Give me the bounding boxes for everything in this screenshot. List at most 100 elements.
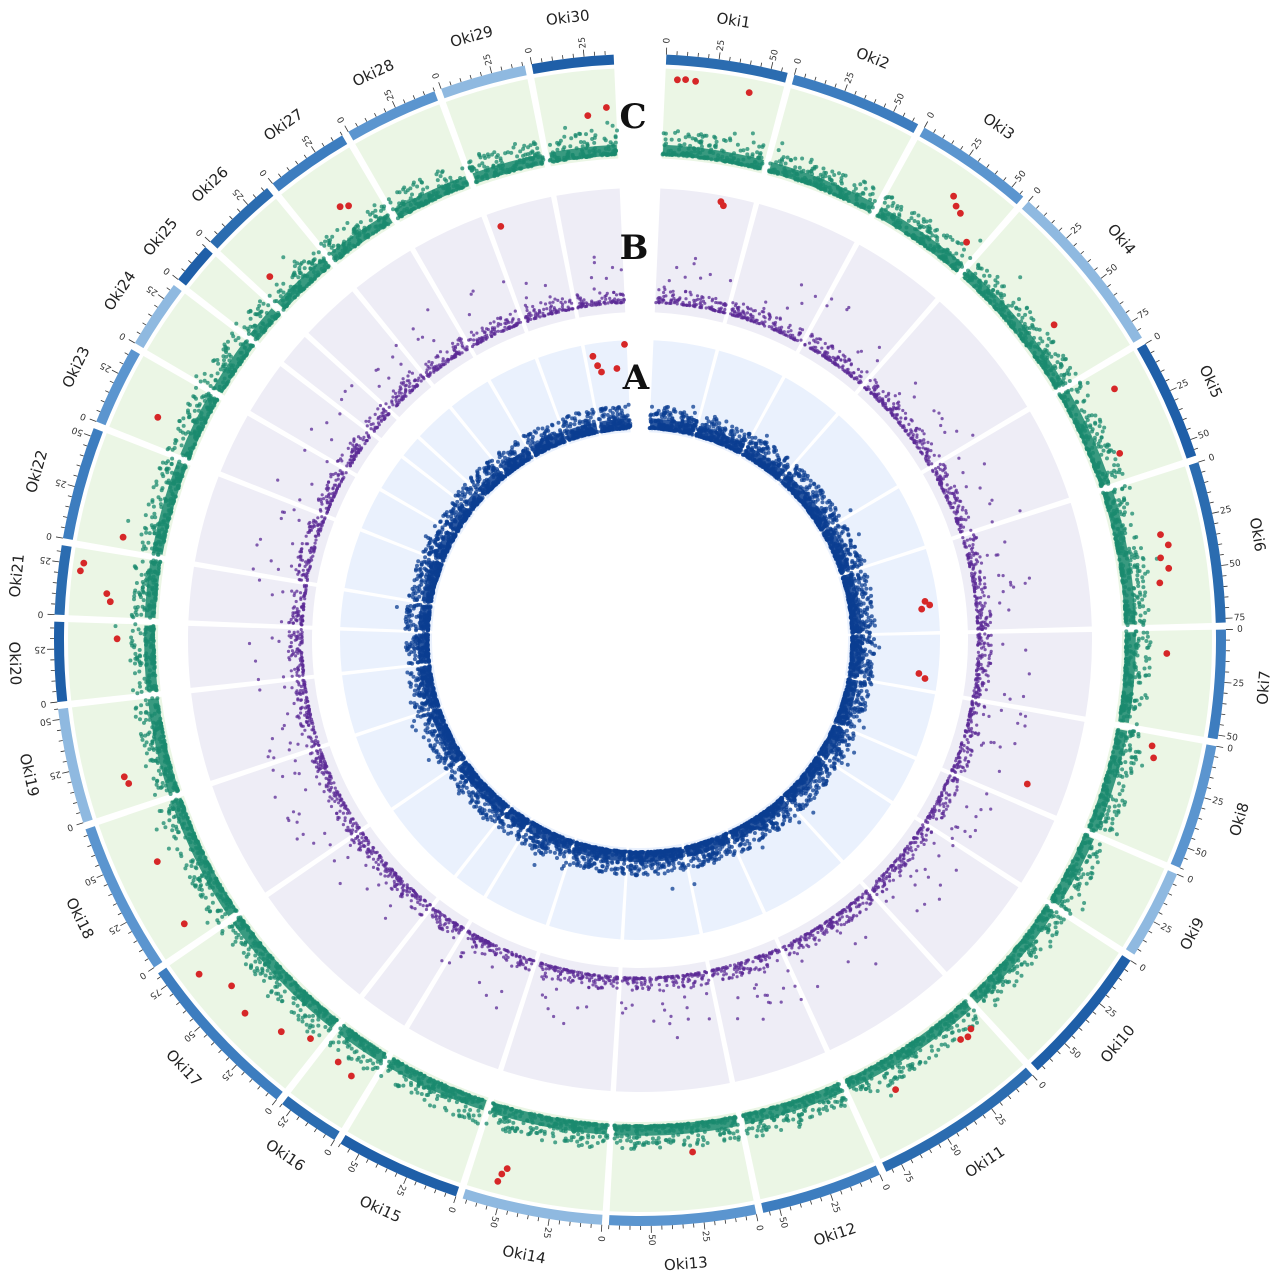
snp-point xyxy=(462,482,467,487)
snp-point xyxy=(686,863,691,867)
snp-point xyxy=(427,541,432,546)
snp-point xyxy=(440,527,445,532)
snp-point xyxy=(834,752,839,757)
snp-point xyxy=(737,434,742,439)
snp-point xyxy=(832,761,837,766)
snp-point xyxy=(807,485,812,490)
snp-point xyxy=(469,794,474,799)
snp-point xyxy=(415,563,419,568)
snp-point xyxy=(652,869,657,874)
snp-point xyxy=(853,550,857,555)
snp-point xyxy=(512,451,517,456)
snp-point xyxy=(497,825,501,830)
snp-point xyxy=(556,420,561,425)
snp-point xyxy=(846,547,851,552)
snp-point xyxy=(667,860,672,865)
snp-point xyxy=(760,827,765,832)
snp-point xyxy=(456,489,461,494)
snp-point xyxy=(841,754,846,759)
snp-point xyxy=(869,670,874,675)
snp-point xyxy=(571,861,576,866)
snp-point xyxy=(409,650,414,655)
snp-point xyxy=(858,681,863,686)
snp-point xyxy=(443,751,448,756)
snp-point xyxy=(603,868,608,873)
snp-point xyxy=(862,582,867,587)
snp-point xyxy=(729,429,734,434)
snp-point xyxy=(735,429,740,434)
snp-point xyxy=(680,861,685,866)
snp-point xyxy=(550,431,555,436)
snp-point xyxy=(403,617,408,622)
snp-point xyxy=(866,636,871,641)
snp-point xyxy=(860,613,864,618)
snp-point xyxy=(764,828,769,832)
snp-point xyxy=(475,796,480,801)
snp-point xyxy=(703,422,708,427)
snp-point xyxy=(823,765,828,769)
snp-point xyxy=(866,662,871,666)
snp-point xyxy=(423,728,428,733)
snp-point xyxy=(672,866,677,870)
point-cloud xyxy=(840,569,877,636)
snp-point xyxy=(858,569,863,574)
snp-point xyxy=(802,470,807,475)
snp-point xyxy=(540,426,545,431)
snp-point xyxy=(473,792,478,797)
snp-point xyxy=(748,439,753,444)
snp-point xyxy=(414,614,419,619)
snp-point xyxy=(677,861,682,866)
snp-point xyxy=(477,808,482,813)
snp-point xyxy=(477,466,482,471)
snp-point xyxy=(747,846,752,850)
snp-point xyxy=(530,440,534,445)
snp-point xyxy=(869,599,873,604)
snp-point xyxy=(692,882,697,887)
snp-point xyxy=(856,577,861,582)
snp-point xyxy=(863,610,868,615)
snp-point xyxy=(461,790,466,795)
snp-point xyxy=(867,677,871,682)
snp-point xyxy=(408,642,412,647)
snp-point xyxy=(662,865,667,869)
snp-point xyxy=(746,431,751,436)
snp-point xyxy=(717,421,722,426)
snp-point xyxy=(788,807,793,812)
snp-density-band xyxy=(649,418,696,436)
snp-point xyxy=(741,436,746,441)
snp-point xyxy=(407,593,412,598)
snp-point xyxy=(792,813,797,818)
snp-point xyxy=(536,840,541,844)
snp-point xyxy=(528,836,533,840)
snp-point xyxy=(823,782,828,787)
snp-point xyxy=(861,725,866,730)
snp-point xyxy=(656,871,661,876)
snp-point xyxy=(414,567,419,572)
snp-point xyxy=(691,404,696,409)
snp-point xyxy=(421,735,426,740)
snp-point xyxy=(518,828,523,833)
snp-point xyxy=(670,416,675,421)
snp-point xyxy=(860,697,865,702)
snp-point xyxy=(589,858,593,862)
snp-point xyxy=(682,410,687,415)
snp-point xyxy=(870,651,875,656)
snp-density-band xyxy=(780,474,830,531)
snp-point xyxy=(869,614,874,619)
snp-point xyxy=(857,580,862,585)
snp-point xyxy=(411,606,416,611)
snp-point xyxy=(839,538,844,543)
snp-point xyxy=(727,844,732,849)
snp-point xyxy=(665,409,670,414)
snp-point xyxy=(855,693,860,698)
snp-point xyxy=(418,566,423,571)
snp-point xyxy=(555,856,559,860)
snp-point xyxy=(794,466,799,471)
snp-point xyxy=(711,424,716,429)
snp-point xyxy=(859,557,864,562)
snp-point xyxy=(737,843,742,848)
snp-point xyxy=(550,423,555,428)
snp-point xyxy=(808,793,813,797)
snp-point xyxy=(461,783,466,788)
snp-point xyxy=(740,847,745,852)
